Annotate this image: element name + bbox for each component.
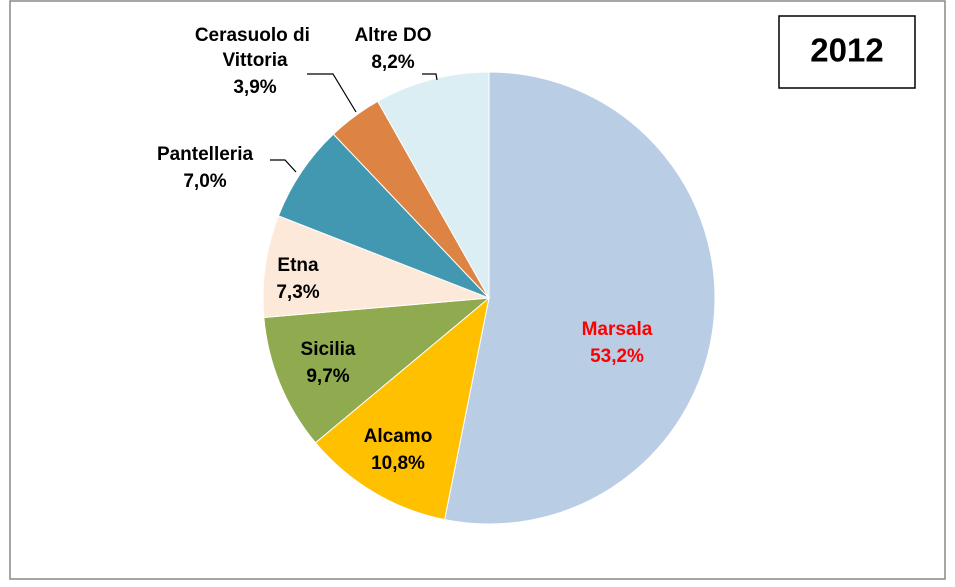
chart-title: 2012 [810,32,883,69]
slice-label: Etna [277,255,319,276]
pie-slice [444,71,716,525]
slice-label: Marsala [582,319,653,340]
leader-line [422,73,438,81]
value-label: 10,8% [371,453,425,474]
value-label: 8,2% [371,52,414,73]
slice-label: Pantelleria [157,144,254,165]
pie-slice [377,71,490,300]
value-label: 9,7% [306,366,349,387]
value-label: 7,3% [276,282,319,303]
pie-slice [314,296,490,521]
leader-line [307,73,357,113]
slice-label: Alcamo [364,426,433,447]
leader-line [270,159,297,173]
slice-label: Cerasuolo di Vittoria [195,25,315,71]
pie-slice [262,215,490,319]
slice-label: Sicilia [301,339,356,360]
pie-slice [263,297,491,444]
value-label: 3,9% [233,77,276,98]
value-label: 7,0% [183,171,226,192]
title-box [778,15,916,89]
labels: Marsala 53,2% Alcamo 10,8% Sicilia 9,7% Etna 7,… [157,25,653,474]
slice-label: Altre DO [354,25,431,46]
value-label: 53,2% [590,346,644,367]
pie [262,71,716,525]
